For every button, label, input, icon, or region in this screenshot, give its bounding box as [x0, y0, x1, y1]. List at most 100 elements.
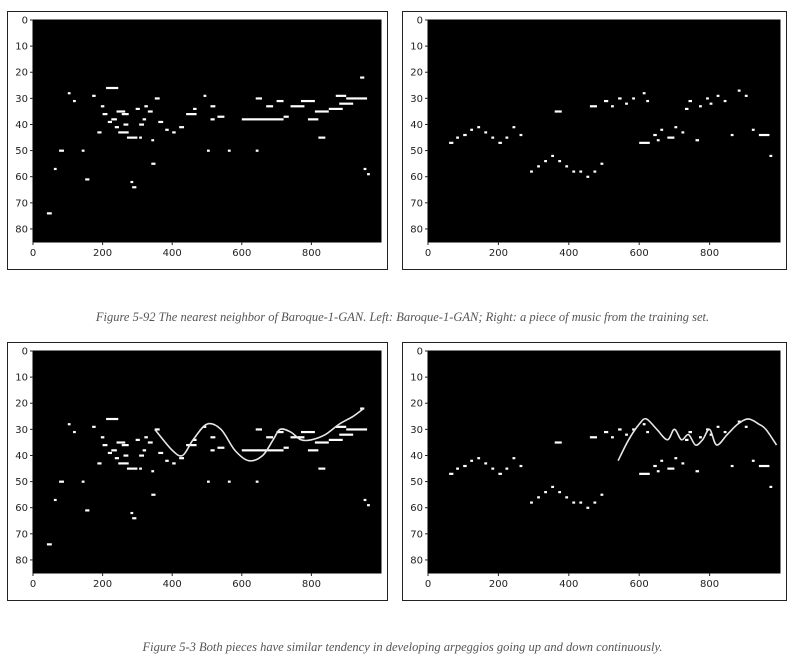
y-tick-label: 40	[15, 451, 28, 462]
note-mark	[335, 425, 347, 428]
x-tick-label: 0	[30, 579, 36, 590]
note-mark	[681, 462, 685, 465]
x-tick-label: 0	[425, 579, 431, 590]
note-mark	[449, 472, 454, 475]
note-mark	[769, 154, 773, 158]
note-mark	[551, 154, 555, 158]
note-mark	[346, 428, 368, 431]
note-mark	[283, 446, 289, 449]
note-mark	[491, 136, 495, 139]
note-mark	[328, 107, 343, 110]
note-mark	[92, 425, 96, 428]
y-tick-label: 50	[410, 477, 423, 488]
y-tick-label: 30	[410, 94, 423, 105]
caption-bottom: Figure 5-3 Both pieces have similar tend…	[142, 640, 663, 654]
x-tick-label: 800	[700, 579, 719, 590]
note-mark	[193, 438, 197, 441]
note-mark	[558, 491, 562, 494]
note-mark	[85, 509, 90, 512]
note-mark	[53, 498, 57, 502]
note-mark	[81, 149, 85, 152]
x-tick-label: 200	[93, 248, 112, 259]
note-mark	[730, 464, 734, 468]
note-mark	[314, 441, 329, 444]
plot-border	[427, 350, 781, 574]
chart-panel-top-right: 0 10 20 30 40 50 60 70 80 0 200 400 600 800	[402, 11, 787, 270]
x-tick-label: 200	[489, 579, 508, 590]
note-mark	[217, 115, 225, 118]
note-mark	[217, 446, 225, 449]
note-mark	[769, 485, 773, 489]
note-mark	[314, 110, 329, 113]
note-mark	[512, 126, 516, 129]
note-mark	[565, 165, 569, 168]
note-mark	[537, 165, 540, 168]
note-mark	[207, 480, 210, 483]
note-mark	[142, 449, 147, 452]
y-tick-label: 80	[410, 224, 423, 235]
note-mark	[147, 441, 153, 444]
note-mark	[660, 128, 664, 131]
plot-area	[33, 351, 381, 573]
note-mark	[646, 99, 650, 103]
note-mark	[154, 97, 160, 100]
note-mark	[653, 464, 657, 468]
note-mark	[681, 131, 685, 134]
note-mark	[139, 454, 145, 457]
note-mark	[695, 470, 700, 473]
note-mark	[139, 123, 145, 126]
x-tick-label: 600	[630, 579, 649, 590]
plot-area	[428, 20, 780, 242]
note-mark	[530, 501, 533, 504]
note-mark	[151, 162, 156, 165]
note-mark	[600, 493, 604, 496]
note-mark	[579, 501, 583, 504]
note-mark	[660, 459, 664, 462]
chart-panel-top-left: 0 10 20 30 40 50 60 70 80 0 200 400 600 800	[7, 11, 388, 270]
note-mark	[118, 131, 129, 134]
x-tick-label: 0	[425, 248, 431, 259]
note-mark	[558, 160, 562, 163]
note-mark	[519, 133, 523, 137]
note-mark	[744, 425, 748, 428]
note-mark	[318, 467, 326, 470]
note-mark	[505, 467, 509, 470]
note-mark	[255, 149, 259, 152]
note-mark	[147, 110, 153, 113]
note-mark	[154, 428, 160, 431]
note-mark	[530, 170, 533, 173]
arpeggio-curve	[154, 407, 365, 462]
note-mark	[158, 451, 164, 455]
note-mark	[328, 438, 343, 441]
note-mark	[210, 436, 216, 439]
note-mark	[210, 118, 215, 121]
y-tick-label: 20	[15, 68, 28, 79]
note-mark	[463, 464, 467, 468]
note-mark	[151, 493, 156, 496]
note-mark	[172, 462, 176, 465]
note-mark	[210, 105, 216, 108]
note-mark	[505, 136, 509, 139]
note-mark	[92, 94, 96, 97]
note-mark	[699, 105, 702, 108]
note-mark	[611, 105, 614, 108]
note-mark	[625, 433, 628, 436]
note-mark	[97, 462, 102, 465]
note-mark	[116, 110, 126, 113]
note-mark	[118, 462, 129, 465]
y-tick-label: 0	[22, 16, 28, 27]
note-mark	[116, 441, 126, 444]
note-mark	[751, 459, 755, 462]
y-tick-label: 0	[22, 347, 28, 358]
y-tick-label: 50	[410, 146, 423, 157]
note-mark	[593, 501, 597, 504]
note-mark	[97, 131, 102, 134]
note-mark	[674, 126, 678, 129]
note-mark	[586, 175, 590, 178]
note-mark	[130, 180, 134, 184]
note-mark	[674, 457, 678, 460]
note-mark	[586, 506, 590, 509]
note-mark	[751, 128, 755, 131]
